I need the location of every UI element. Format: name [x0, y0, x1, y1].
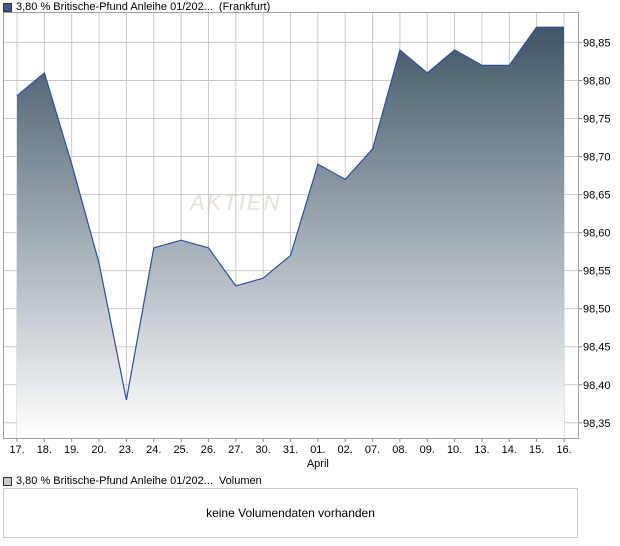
volume-legend-suffix: Volumen [218, 475, 262, 487]
price-legend-exchange: (Frankfurt) [218, 1, 271, 13]
x-tick-label: 15. [529, 444, 544, 456]
y-tick-label: 98,75 [583, 114, 611, 126]
x-tick-label: 02. [338, 444, 353, 456]
x-tick-label: 19. [64, 444, 79, 456]
y-tick-label: 98,60 [583, 228, 611, 240]
price-chart: 98,35 98,40 98,45 98,50 98,55 98,60 98,65 98,70… [3, 12, 611, 470]
y-tick-label: 98,45 [583, 342, 611, 354]
y-tick-label: 98,70 [583, 152, 611, 164]
price-legend: 3,80 % Britische-Pfund Anleihe 01/202...… [3, 0, 270, 14]
x-tick-label: 23. [119, 444, 134, 456]
price-legend-label: 3,80 % Britische-Pfund Anleihe 01/202... [16, 1, 213, 13]
y-tick-label: 98,35 [583, 418, 611, 430]
aktien-watermark: AKTIEN [190, 190, 282, 215]
x-tick-label: 25. [173, 444, 188, 456]
volume-message: keine Volumendaten vorhanden [206, 506, 375, 520]
y-tick-label: 98,55 [583, 266, 611, 278]
x-tick-label: 01. [310, 444, 325, 456]
x-tick-label: 14. [502, 444, 517, 456]
y-tick-label: 98,85 [583, 37, 611, 49]
volume-legend: 3,80 % Britische-Pfund Anleihe 01/202...… [3, 474, 262, 488]
y-tick-label: 98,80 [583, 75, 611, 87]
x-tick-label: 30. [256, 444, 271, 456]
x-tick-label: 18. [37, 444, 52, 456]
x-tick-label: 07. [365, 444, 380, 456]
x-tick-label: 31. [283, 444, 298, 456]
x-tick-label: 17. [9, 444, 24, 456]
x-tick-label: 09. [420, 444, 435, 456]
x-tick-label: 13. [474, 444, 489, 456]
x-month-label: April [307, 458, 329, 470]
x-tick-label: 26. [201, 444, 216, 456]
x-tick-label: 16. [556, 444, 571, 456]
x-tick-label: 08. [392, 444, 407, 456]
x-tick-label: 24. [146, 444, 161, 456]
price-area [17, 27, 564, 438]
y-tick-label: 98,65 [583, 190, 611, 202]
x-tick-label: 20. [91, 444, 106, 456]
plot-frame [3, 12, 579, 439]
volume-legend-swatch [3, 476, 12, 486]
x-tick-label: 27. [228, 444, 243, 456]
volume-panel: keine Volumendaten vorhanden [3, 488, 578, 538]
y-tick-label: 98,50 [583, 304, 611, 316]
volume-legend-label: 3,80 % Britische-Pfund Anleihe 01/202... [16, 475, 213, 487]
price-line [16, 26, 564, 401]
x-tick-label: 10. [447, 444, 462, 456]
price-legend-swatch [3, 2, 12, 12]
y-tick-label: 98,40 [583, 380, 611, 392]
